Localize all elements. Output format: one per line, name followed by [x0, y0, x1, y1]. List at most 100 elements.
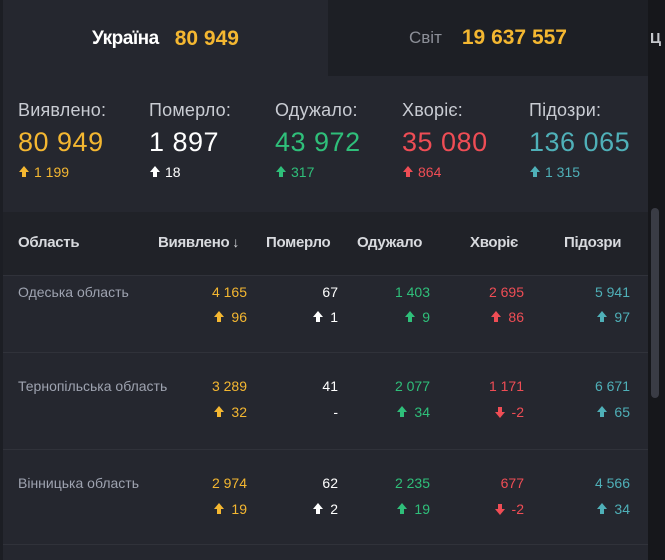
- recovered-value: 2 235: [394, 475, 430, 491]
- tab-partial[interactable]: Ц: [650, 30, 661, 47]
- sick-value: 1 171: [488, 378, 524, 394]
- suspected-delta: 34: [596, 501, 630, 517]
- sick-delta: -2: [494, 404, 524, 420]
- arrow-up-icon: [312, 311, 324, 323]
- recovered-delta: 34: [396, 404, 430, 420]
- stat-value: 35 080: [402, 127, 488, 157]
- delta-value: 9: [422, 309, 430, 325]
- arrow-up-icon: [149, 166, 161, 178]
- arrow-up-icon: [402, 166, 414, 178]
- stat-delta-value: 1 315: [545, 164, 581, 180]
- delta-value: 2: [330, 501, 338, 517]
- suspected-delta: 65: [596, 404, 630, 420]
- stat-delta-value: 864: [418, 164, 442, 180]
- detected-value: 2 974: [211, 475, 247, 491]
- delta-value: -: [333, 404, 338, 420]
- stat-label: Хворіє:: [402, 100, 463, 120]
- tab-world-label: Світ: [409, 28, 442, 47]
- delta-value: 19: [414, 501, 430, 517]
- delta-value: 86: [508, 309, 524, 325]
- stat-suspected: Підозри: 136 065 1 315: [529, 100, 648, 180]
- column-header-suspected[interactable]: Підозри: [564, 234, 622, 251]
- detected-delta: 19: [213, 501, 247, 517]
- sort-down-icon: ↓: [232, 234, 240, 250]
- table-row[interactable]: Одеська область 4 165 96 67 1 1 403 9 2 …: [3, 277, 648, 353]
- arrow-up-icon: [490, 311, 502, 323]
- delta-value: 34: [614, 501, 630, 517]
- stat-delta: 317: [275, 164, 402, 180]
- arrow-up-icon: [396, 503, 408, 515]
- stat-label: Одужало:: [275, 100, 358, 120]
- stat-detected: Виявлено: 80 949 1 199: [18, 100, 149, 180]
- arrow-up-icon: [596, 503, 608, 515]
- detected-value: 3 289: [211, 378, 247, 394]
- stat-label: Померло:: [149, 100, 232, 120]
- scrollbar-thumb[interactable]: [651, 208, 659, 398]
- stats-panel: Україна 80 949 Світ 19 637 557 Виявлено:…: [3, 0, 648, 560]
- died-delta: 1: [312, 309, 338, 325]
- arrow-down-icon: [494, 503, 506, 515]
- detected-delta: 32: [213, 404, 247, 420]
- stat-sick: Хворіє: 35 080 864: [402, 100, 529, 180]
- stat-recovered: Одужало: 43 972 317: [275, 100, 402, 180]
- tab-world[interactable]: Світ 19 637 557: [328, 0, 648, 76]
- arrow-up-icon: [312, 503, 324, 515]
- region-name: Тернопільська область: [18, 378, 168, 394]
- delta-value: 97: [614, 309, 630, 325]
- suspected-value: 4 566: [594, 475, 630, 491]
- delta-value: -2: [511, 404, 524, 420]
- detected-value: 4 165: [211, 284, 247, 300]
- stat-value: 43 972: [275, 127, 361, 157]
- stat-delta: 18: [149, 164, 275, 180]
- arrow-up-icon: [596, 311, 608, 323]
- recovered-value: 2 077: [394, 378, 430, 394]
- arrow-up-icon: [213, 311, 225, 323]
- region-name: Вінницька область: [18, 475, 139, 491]
- delta-value: 34: [414, 404, 430, 420]
- delta-value: 1: [330, 309, 338, 325]
- arrow-up-icon: [529, 166, 541, 178]
- delta-value: 96: [231, 309, 247, 325]
- tab-ukraine[interactable]: Україна 80 949: [3, 0, 328, 78]
- arrow-up-icon: [596, 406, 608, 418]
- column-header-label: Виявлено: [158, 234, 230, 251]
- stat-delta: 1 315: [529, 164, 648, 180]
- arrow-up-icon: [213, 503, 225, 515]
- stat-delta-value: 1 199: [34, 164, 70, 180]
- stat-label: Підозри:: [529, 100, 602, 120]
- died-delta: 2: [312, 501, 338, 517]
- detected-delta: 96: [213, 309, 247, 325]
- stat-value: 1 897: [149, 127, 220, 157]
- delta-value: 65: [614, 404, 630, 420]
- stat-delta-value: 317: [291, 164, 315, 180]
- column-header-recovered[interactable]: Одужало: [357, 234, 423, 251]
- country-tabs: Україна 80 949 Світ 19 637 557: [3, 0, 648, 80]
- column-header-died[interactable]: Померло: [266, 234, 331, 251]
- arrow-up-icon: [275, 166, 287, 178]
- column-header-region[interactable]: Область: [18, 234, 80, 251]
- stat-died: Померло: 1 897 18: [149, 100, 275, 180]
- arrow-up-icon: [404, 311, 416, 323]
- arrow-up-icon: [213, 406, 225, 418]
- tab-world-value: 19 637 557: [461, 26, 567, 49]
- sick-value: 2 695: [488, 284, 524, 300]
- stat-delta-value: 18: [165, 164, 181, 180]
- table-row[interactable]: Вінницька область 2 974 19 62 2 2 235 19…: [3, 451, 648, 545]
- recovered-delta: 9: [404, 309, 430, 325]
- table-row[interactable]: Тернопільська область 3 289 32 41 - 2 07…: [3, 354, 648, 450]
- tab-ukraine-value: 80 949: [174, 27, 239, 50]
- tab-ukraine-label: Україна: [92, 28, 159, 49]
- died-value: 67: [322, 284, 338, 300]
- sick-value: 677: [500, 475, 524, 491]
- table-header: Область Виявлено ↓ Померло Одужало Хворіє…: [3, 212, 648, 276]
- delta-value: 19: [231, 501, 247, 517]
- died-delta: -: [333, 404, 338, 420]
- arrow-down-icon: [494, 406, 506, 418]
- died-value: 62: [322, 475, 338, 491]
- stat-value: 80 949: [18, 127, 104, 157]
- column-header-sick[interactable]: Хворіє: [470, 234, 519, 251]
- stat-delta: 1 199: [18, 164, 149, 180]
- column-header-detected[interactable]: Виявлено ↓: [158, 234, 239, 251]
- stat-label: Виявлено:: [18, 100, 107, 120]
- region-name: Одеська область: [18, 284, 129, 300]
